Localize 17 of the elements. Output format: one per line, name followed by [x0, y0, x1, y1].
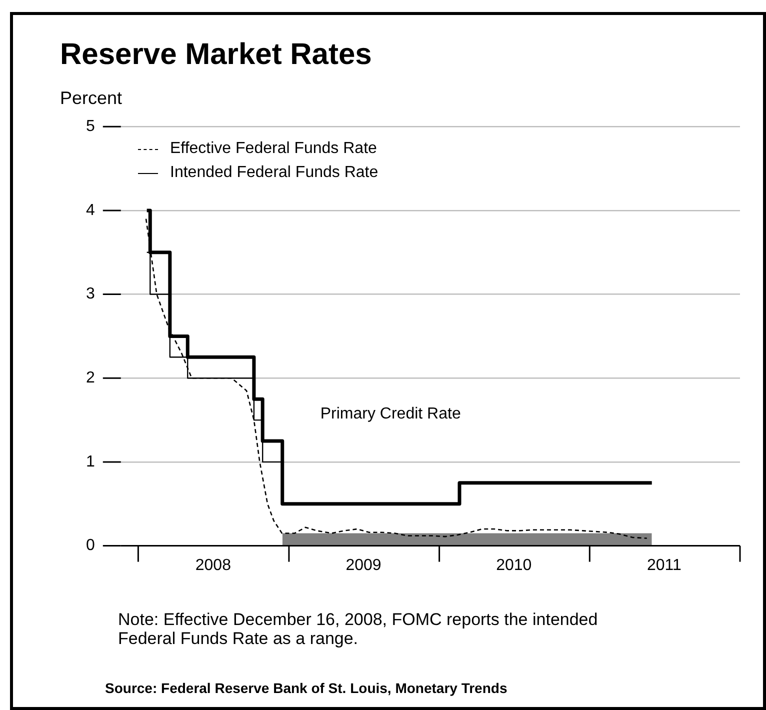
- y-tick-label: 0: [86, 537, 95, 554]
- y-tick-label: 1: [86, 453, 95, 470]
- x-tick-label: 2009: [346, 556, 382, 574]
- y-axis-title: Percent: [60, 88, 122, 109]
- legend-label: Intended Federal Funds Rate: [170, 164, 378, 182]
- source-note: Source: Federal Reserve Bank of St. Louis, Monetary Trends: [105, 680, 508, 696]
- text: Primary Credit Rate: [320, 405, 461, 422]
- text: Note: Effective December 16, 2008, FOMC reports the intended Federal Funds Rate as a range.: [118, 610, 599, 648]
- y-tick-label: 4: [86, 202, 95, 219]
- x-tick-label: 2011: [647, 556, 682, 574]
- y-tick-label: 3: [86, 286, 95, 303]
- x-tick-label: 2010: [496, 556, 532, 574]
- y-tick-label: 2: [86, 370, 95, 387]
- y-tick-label: 5: [86, 118, 95, 136]
- x-tick-label: 2008: [195, 556, 232, 574]
- chart-title: Reserve Market Rates: [60, 38, 372, 72]
- legend-label: Effective Federal Funds Rate: [170, 140, 377, 158]
